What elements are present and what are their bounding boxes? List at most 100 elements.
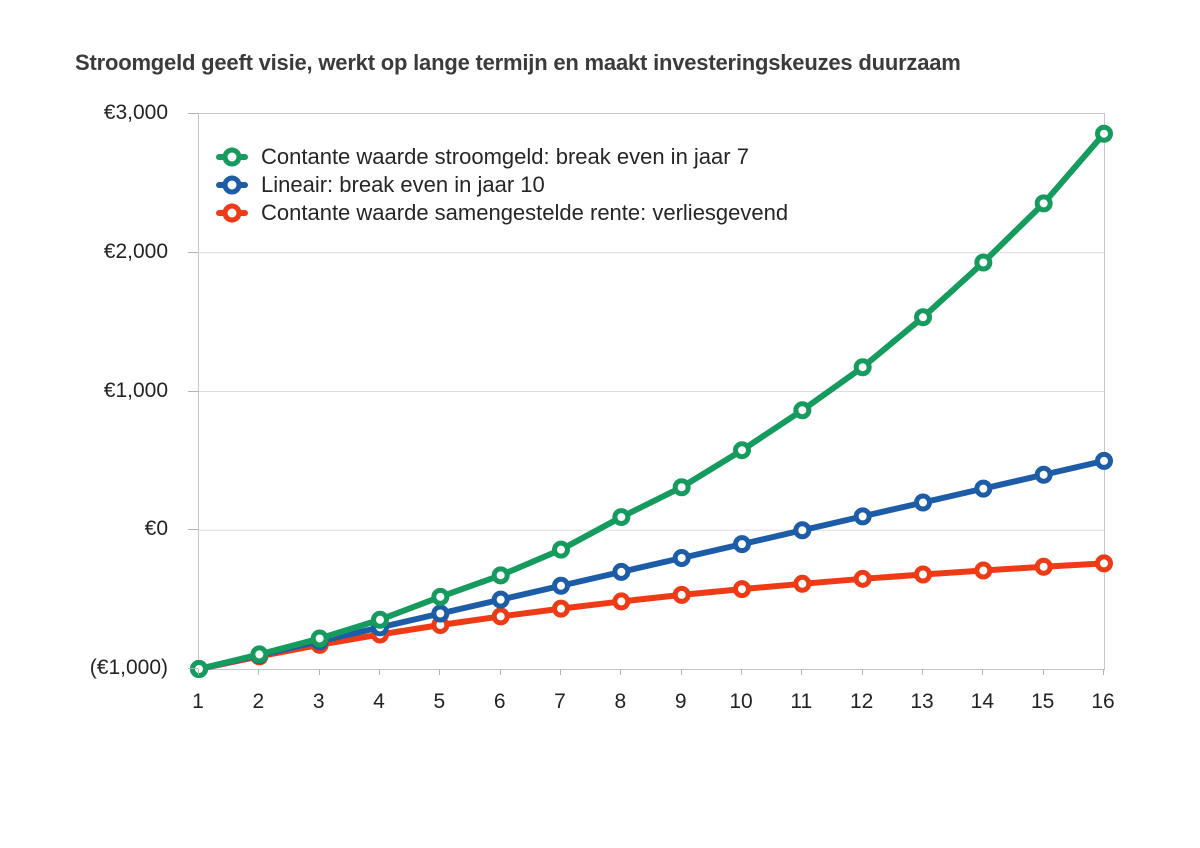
series-line	[196, 457, 1107, 672]
x-axis-tick-label: 15	[1030, 690, 1055, 713]
data-point-marker	[914, 308, 932, 327]
x-axis-tick	[439, 669, 441, 675]
data-point-marker	[853, 358, 872, 377]
x-axis-tick	[861, 669, 863, 675]
data-point-marker	[974, 253, 993, 272]
y-axis-tick-label: €3,000	[103, 101, 168, 124]
data-point-marker	[371, 610, 389, 629]
x-axis-tick	[1042, 669, 1044, 675]
x-axis-tick-label: 14	[970, 690, 994, 713]
x-axis-tick	[680, 669, 682, 675]
y-axis-tick-label: €0	[144, 517, 168, 541]
chart-svg	[190, 124, 1113, 678]
legend: Contante waarde stroomgeld: break even i…	[216, 143, 788, 227]
plot-area	[190, 113, 1113, 678]
legend-marker-icon	[216, 175, 248, 195]
x-axis-tick	[922, 669, 923, 675]
data-point-marker	[1034, 465, 1053, 484]
data-point-marker	[310, 629, 329, 648]
y-axis-tick	[188, 113, 198, 114]
x-axis-tick-label: 7	[554, 690, 566, 713]
legend-item-label: Contante waarde samengestelde rente: ver…	[261, 200, 789, 225]
data-point-marker	[793, 521, 812, 540]
data-point-marker	[733, 441, 751, 460]
x-axis-tick-label: 1	[192, 690, 204, 713]
data-point-marker	[1095, 554, 1113, 573]
data-point-marker	[733, 535, 751, 554]
data-point-marker	[552, 599, 570, 618]
legend-item-label: Lineair: break even in jaar 10	[261, 172, 545, 197]
data-point-marker	[672, 549, 691, 567]
y-axis-tick-label: €2,000	[103, 239, 168, 263]
data-point-marker	[1034, 557, 1053, 576]
x-axis-tick-label: 11	[790, 690, 813, 713]
data-point-marker	[914, 565, 932, 584]
data-point-marker	[914, 493, 932, 512]
y-axis-tick	[188, 251, 198, 253]
y-axis-tick-label: €1,000	[103, 378, 168, 402]
chart-title: Stroomgeld geeft visie, werkt op lange t…	[75, 50, 961, 75]
x-axis-tick-label: 12	[849, 690, 874, 713]
data-point-marker	[974, 561, 993, 580]
legend-marker-ring-icon	[222, 203, 242, 223]
y-axis-tick	[188, 390, 198, 392]
data-point-marker	[853, 507, 872, 526]
x-axis-tick-label: 2	[252, 690, 265, 713]
x-axis-tick	[499, 669, 501, 675]
x-axis-tick	[982, 669, 984, 675]
y-axis-tick	[188, 668, 198, 669]
legend-marker-icon	[216, 203, 248, 223]
x-axis-tick-label: 9	[674, 690, 687, 713]
data-point-marker	[1034, 194, 1053, 213]
data-point-marker	[431, 587, 450, 606]
legend-marker-ring-icon	[222, 147, 242, 167]
legend-item: Contante waarde stroomgeld: break even i…	[216, 143, 788, 171]
legend-item-label: Contante waarde stroomgeld: break even i…	[261, 144, 749, 169]
y-axis-tick	[188, 529, 198, 531]
data-point-marker	[793, 401, 812, 420]
x-axis-tick-label: 6	[493, 690, 506, 713]
legend-item: Contante waarde samengestelde rente: ver…	[216, 199, 788, 227]
series-line	[196, 130, 1107, 672]
data-point-marker	[612, 508, 631, 527]
data-point-marker	[250, 645, 269, 664]
x-axis-tick	[801, 669, 803, 675]
legend-marker-ring-icon	[222, 175, 242, 195]
x-axis-tick-label: 16	[1091, 690, 1115, 713]
x-axis-tick-label: 5	[433, 690, 446, 713]
x-axis-tick	[258, 669, 260, 675]
x-axis-tick	[620, 669, 622, 675]
data-point-marker	[672, 585, 691, 604]
x-axis-tick-label: 4	[373, 690, 385, 713]
data-point-marker	[612, 592, 631, 611]
x-axis-tick-label: 10	[729, 690, 753, 713]
data-point-marker	[793, 574, 812, 593]
data-point-marker	[552, 576, 570, 595]
x-axis-tick-label: 3	[312, 690, 325, 713]
data-point-marker	[431, 604, 450, 623]
x-axis-tick	[741, 669, 742, 675]
legend-item: Lineair: break even in jaar 10	[216, 171, 788, 199]
x-axis-tick	[379, 669, 380, 675]
data-point-marker	[1095, 124, 1113, 143]
legend-marker-icon	[216, 147, 248, 167]
data-point-marker	[190, 660, 208, 678]
x-axis-tick-label: 13	[910, 690, 934, 713]
data-point-marker	[974, 479, 993, 498]
data-point-marker	[672, 478, 691, 497]
series-line	[196, 560, 1107, 672]
x-axis-tick	[560, 669, 561, 675]
data-point-marker	[491, 607, 510, 626]
x-axis-tick	[198, 669, 199, 675]
data-point-marker	[552, 540, 570, 559]
y-axis-tick-label: (€1,000)	[89, 656, 168, 679]
x-axis-tick	[318, 669, 320, 675]
data-point-marker	[491, 566, 510, 585]
data-point-marker	[853, 569, 872, 588]
data-point-marker	[612, 562, 631, 581]
data-point-marker	[1095, 451, 1113, 470]
data-point-marker	[491, 590, 510, 609]
data-point-marker	[733, 580, 751, 599]
x-axis-tick	[1103, 669, 1104, 675]
